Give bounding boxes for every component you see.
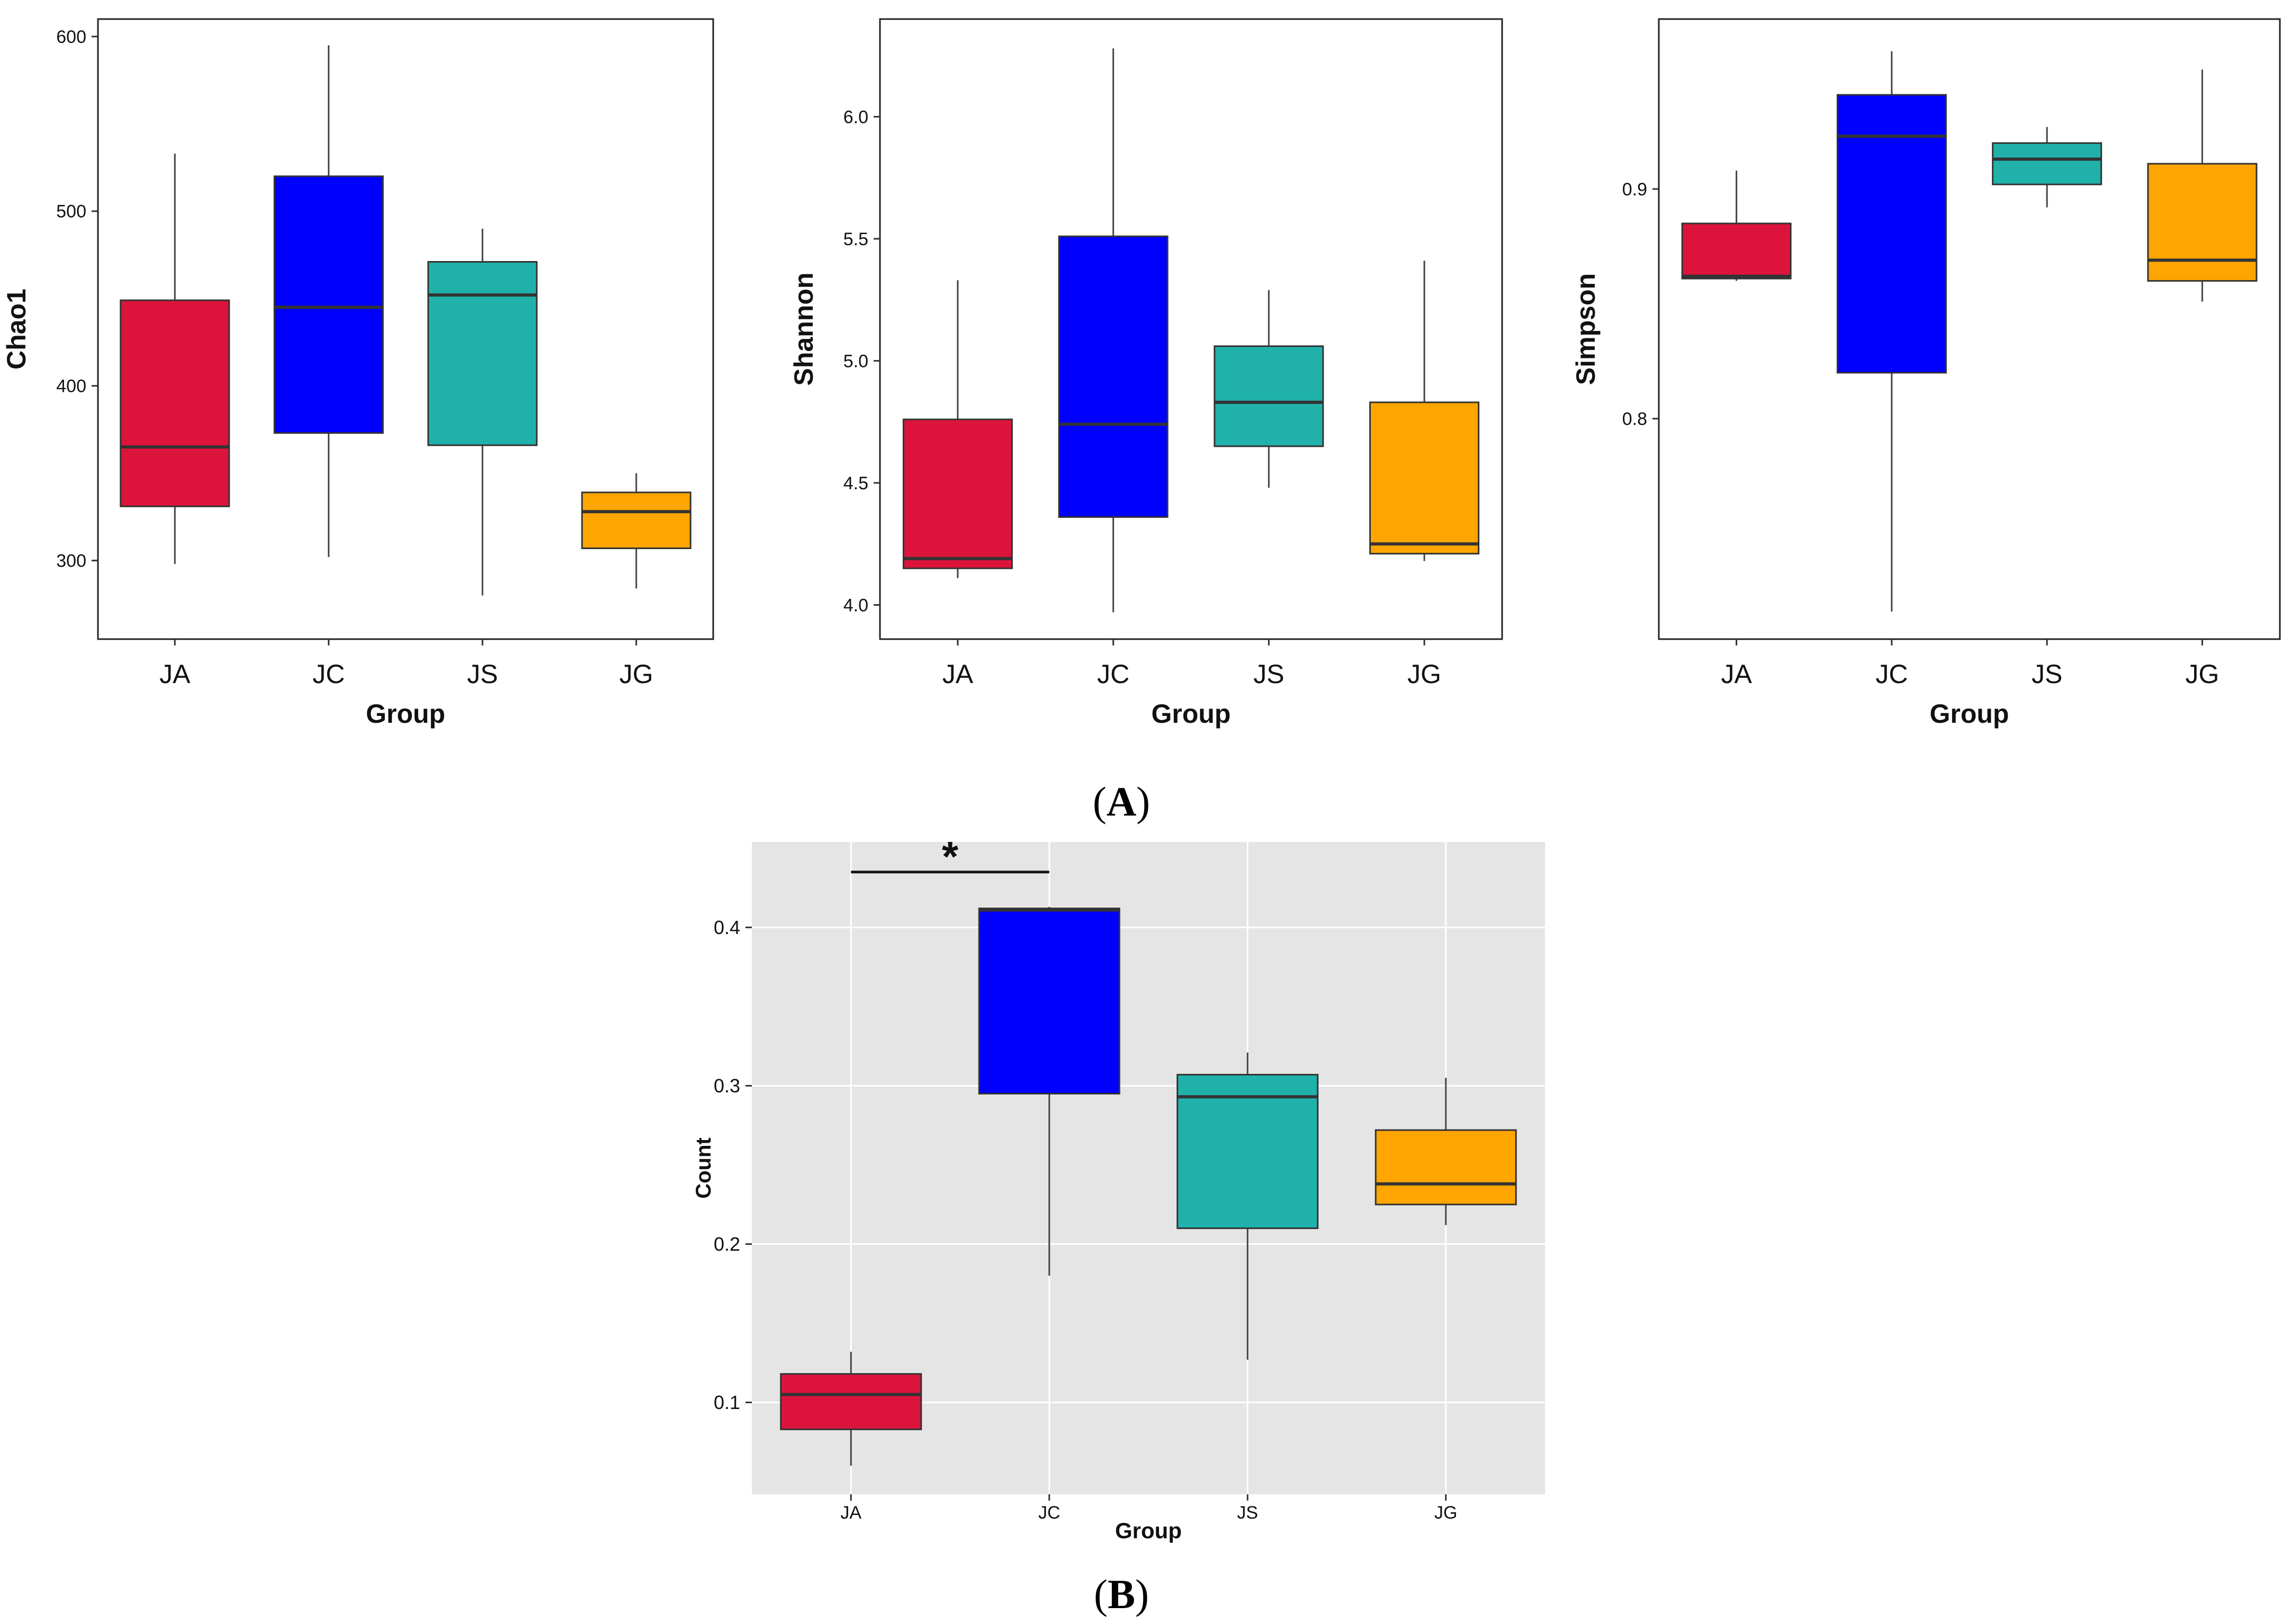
chart0-box-jg: [581, 473, 691, 589]
chart2-box-jc: [1836, 51, 1947, 612]
chart3-category-label: JA: [840, 1503, 861, 1523]
chart1-box-body: [1369, 401, 1480, 555]
chart3-ytick-label: 0.4: [714, 917, 740, 938]
chart3-box-body: [780, 1373, 922, 1430]
caption-b: (B): [1094, 1571, 1149, 1617]
chart2-box-ja: [1681, 171, 1792, 281]
chart0-category-label: JS: [467, 659, 498, 689]
chart1-ytick-label: 4.5: [843, 473, 868, 494]
chart2-panel-frame: [1658, 18, 2281, 640]
chart2-category-label: JG: [2185, 659, 2219, 689]
chart1-box-jc: [1058, 48, 1169, 613]
chart2-ytick-label: 0.8: [1622, 409, 1647, 429]
chart2-box-jg: [2147, 69, 2258, 302]
chart3-box-js: [1176, 1052, 1319, 1360]
chart0-ytick-label: 600: [56, 27, 86, 47]
chart3-ytick-label: 0.1: [714, 1392, 740, 1413]
chart2-y-axis-title: Simpson: [1571, 273, 1601, 385]
chart1-box-ja: [902, 280, 1013, 578]
chart2-category-label: JC: [1875, 659, 1908, 689]
chart1-category-label: JA: [942, 659, 974, 689]
chart-shannon: 4.0 4.5 5.0 5.5 6.0 JA JC JS JG Group Shannon: [789, 18, 1503, 729]
chart2-box-body: [1992, 142, 2103, 185]
chart1-box-body: [1214, 345, 1324, 447]
chart2-x-axis-title: Group: [1930, 699, 2009, 729]
chart1-box-js: [1214, 290, 1324, 488]
chart0-box-body: [581, 491, 691, 549]
chart3-box-body: [1176, 1074, 1319, 1230]
chart1-box-body: [1058, 235, 1169, 518]
caption-a: (A): [1093, 778, 1150, 824]
chart0-box-js: [427, 228, 538, 596]
chart3-ytick-label: 0.3: [714, 1075, 740, 1097]
chart3-category-label: JS: [1237, 1503, 1258, 1523]
chart0-box-body: [427, 261, 538, 446]
chart0-category-label: JC: [312, 659, 345, 689]
chart-simpson: 0.8 0.9 JA JC JS JG Group Simpson: [1571, 18, 2281, 729]
chart1-ytick-label: 5.5: [843, 229, 868, 249]
chart3-box-body: [978, 908, 1120, 1094]
chart2-box-body: [2147, 163, 2258, 282]
chart2-box-js: [1992, 127, 2103, 208]
chart1-box-jg: [1369, 261, 1480, 561]
chart2-ytick-label: 0.9: [1622, 180, 1647, 200]
chart1-category-label: JS: [1253, 659, 1284, 689]
chart3-box-jc: [978, 907, 1120, 1276]
chart0-box-jc: [273, 45, 384, 557]
chart0-box-body: [120, 299, 230, 507]
chart3-box-body: [1374, 1129, 1517, 1206]
chart1-category-label: JG: [1407, 659, 1441, 689]
chart3-category-label: JC: [1038, 1503, 1061, 1523]
chart2-category-label: JS: [2032, 659, 2062, 689]
chart3-ytick-label: 0.2: [714, 1233, 740, 1255]
chart1-x-axis-title: Group: [1152, 699, 1231, 729]
chart3-box-jg: [1374, 1078, 1517, 1225]
chart3-box-ja: [780, 1351, 922, 1466]
chart1-ytick-label: 4.0: [843, 595, 868, 615]
chart-chao1: 300 400 500 600 JA JC JS JG Group Chao1: [2, 18, 714, 729]
chart1-ytick-label: 5.0: [843, 351, 868, 371]
chart3-category-label: JG: [1434, 1503, 1457, 1523]
chart2-category-label: JA: [1721, 659, 1752, 689]
chart0-category-label: JA: [159, 659, 191, 689]
chart0-category-label: JG: [619, 659, 653, 689]
caption-b-label: B: [1108, 1571, 1135, 1617]
chart1-box-body: [902, 418, 1013, 569]
chart0-box-body: [273, 175, 384, 434]
chart0-y-axis-title: Chao1: [2, 289, 31, 370]
chart1-y-axis-title: Shannon: [789, 273, 819, 386]
chart0-box-ja: [120, 153, 230, 564]
chart2-box-body: [1681, 222, 1792, 280]
chart1-category-label: JC: [1097, 659, 1129, 689]
chart0-x-axis-title: Group: [366, 699, 445, 729]
caption-a-label: A: [1107, 778, 1136, 824]
chart0-ytick-label: 300: [56, 551, 86, 571]
chart1-ytick-label: 6.0: [843, 107, 868, 127]
chart3-y-axis-title: Count: [692, 1137, 715, 1199]
chart3-x-axis-title: Group: [1115, 1518, 1182, 1543]
chart2-box-body: [1836, 94, 1947, 374]
chart0-ytick-label: 400: [56, 376, 86, 397]
chart3-significance-label: *: [942, 833, 959, 880]
chart-count: 0.1 0.2 0.3 0.4 JA JC JS JG * Group Count: [692, 833, 1545, 1543]
chart0-ytick-label: 500: [56, 202, 86, 222]
